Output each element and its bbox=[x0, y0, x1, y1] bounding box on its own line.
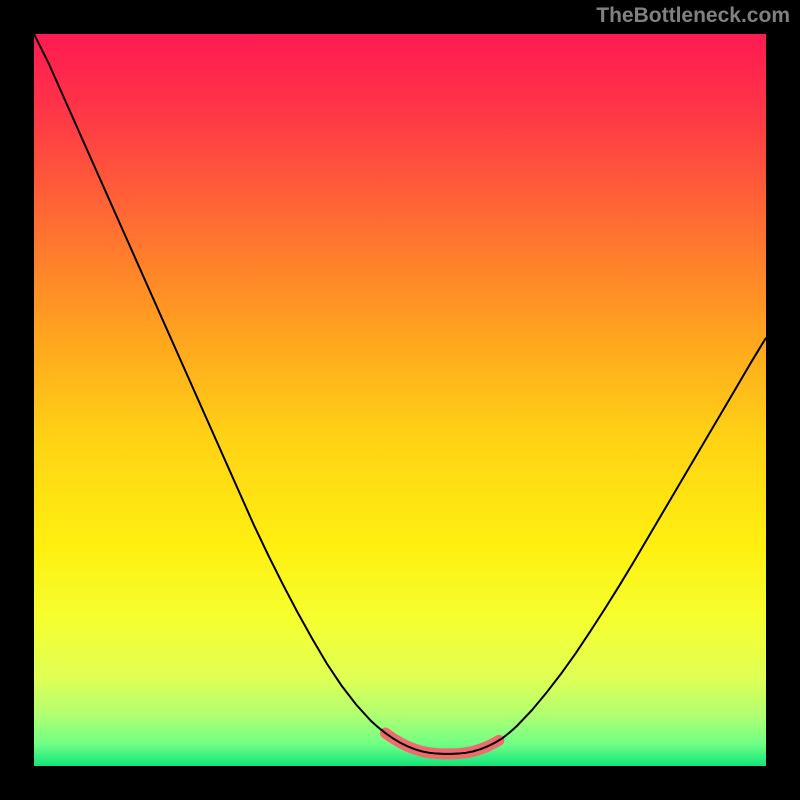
chart-curve-layer bbox=[34, 34, 766, 766]
plot-area bbox=[34, 34, 766, 766]
bottleneck-curve bbox=[34, 34, 766, 754]
watermark-text: TheBottleneck.com bbox=[596, 4, 790, 28]
